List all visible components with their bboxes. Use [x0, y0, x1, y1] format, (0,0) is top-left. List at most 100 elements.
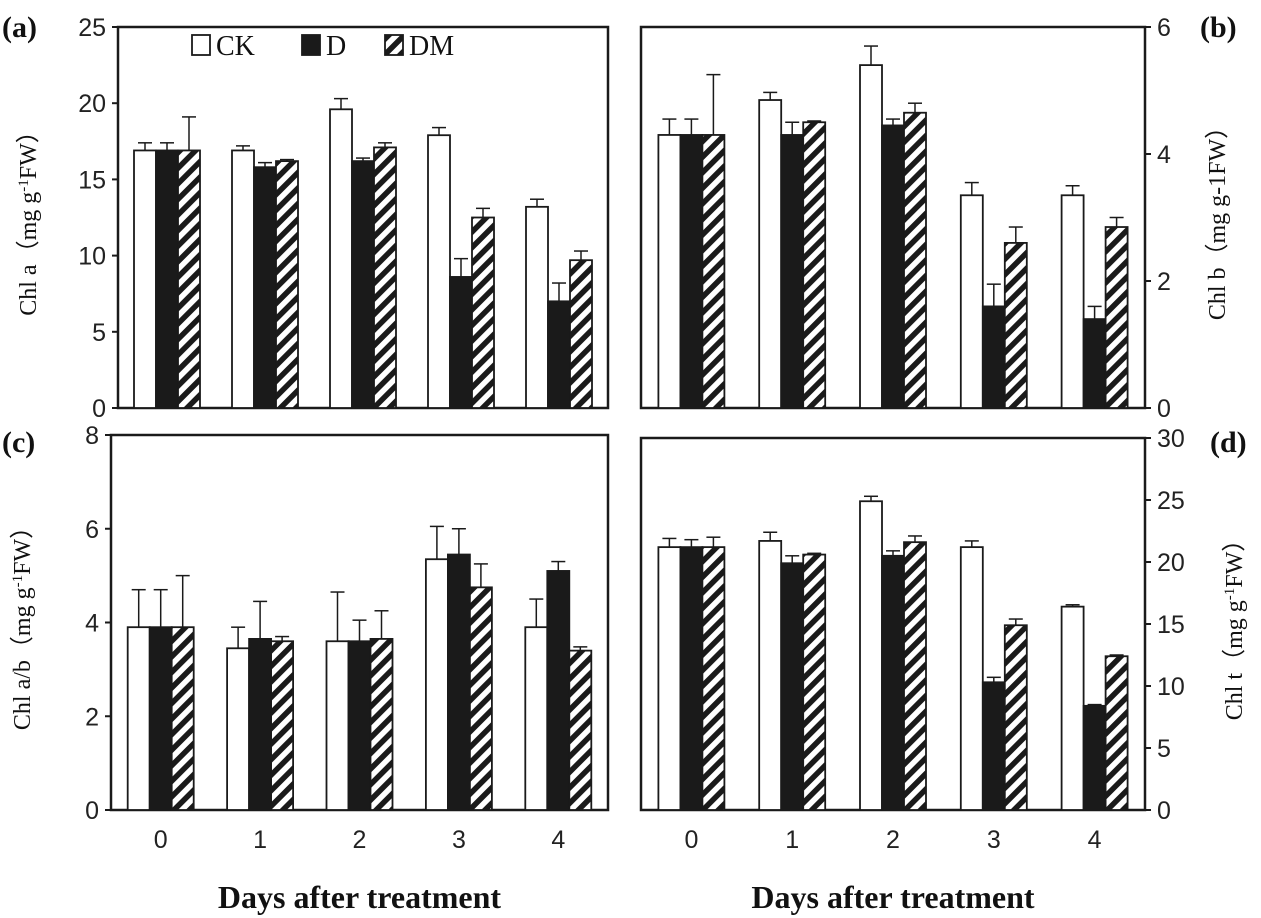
bar-DM-day-2 — [373, 146, 397, 409]
y-axis-label-main: Chl b（mg g-1FW） — [1205, 115, 1231, 320]
y-tick-label: 20 — [78, 90, 106, 118]
y-tick-label: 30 — [1157, 425, 1185, 453]
x-tick-label: 3 — [452, 826, 466, 854]
bar-DM-day-2 — [369, 638, 394, 811]
bar-CK-day-2 — [325, 640, 350, 811]
y-axis-label-tail: FW） — [10, 515, 36, 575]
x-axis-label: Days after treatment — [751, 879, 1035, 915]
bar-CK-day-0 — [126, 626, 151, 811]
panel-label: (c) — [2, 426, 35, 459]
bar-D-day-4 — [1082, 704, 1107, 811]
bar-CK-day-4 — [1060, 194, 1085, 409]
bar-DM-day-3 — [471, 216, 495, 409]
x-axis-label: Days after treatment — [218, 879, 502, 915]
bar-CK-day-2 — [859, 500, 883, 811]
y-axis-label-superscript: -1 — [1222, 588, 1238, 601]
y-tick-label: 15 — [78, 166, 106, 194]
y-tick-label: 25 — [78, 14, 106, 42]
panel-label: (a) — [2, 11, 37, 44]
bar-CK-day-4 — [524, 626, 549, 811]
y-axis-label-tail: FW） — [16, 119, 42, 179]
bar-CK-day-0 — [133, 149, 157, 409]
panel-d: 0 5 10 15 20 25 30 0 1 2 3 4 (d) Chl t（mg g-1FW） Days … — [639, 425, 1248, 915]
x-tick-label: 4 — [551, 826, 565, 854]
bar-DM-day-0 — [170, 626, 195, 811]
bar-DM-day-1 — [802, 121, 827, 409]
y-tick-label: 6 — [1157, 14, 1171, 42]
bar-CK-day-2 — [859, 64, 883, 409]
x-tick-label: 0 — [154, 826, 168, 854]
bar-D-day-3 — [449, 276, 473, 409]
bar-CK-day-4 — [525, 205, 549, 409]
panel-b: 0 2 4 6 (b) Chl b（mg g-1FW） — [639, 11, 1237, 423]
bar-D-day-2 — [351, 160, 375, 409]
x-tick-label: 3 — [987, 826, 1001, 854]
y-axis-label-main: Chl a/b（mg g — [10, 587, 36, 730]
x-tick-label: 4 — [1088, 826, 1102, 854]
bar-DM-day-4 — [569, 259, 593, 409]
bar-D-day-1 — [248, 638, 273, 811]
y-tick-label: 4 — [1157, 141, 1171, 169]
y-axis-label-main: Chl t（mg g — [1222, 600, 1248, 720]
bar-DM-day-4 — [1104, 226, 1129, 409]
bar-DM-day-1 — [270, 640, 295, 811]
bar-CK-day-3 — [424, 558, 449, 811]
y-tick-label: 2 — [1157, 268, 1171, 296]
bar-D-day-3 — [446, 553, 471, 811]
bar-DM-day-0 — [701, 134, 726, 409]
bar-CK-day-0 — [657, 546, 682, 811]
bar-DM-day-2 — [903, 541, 927, 811]
x-tick-label: 1 — [785, 826, 799, 854]
bar-D-day-2 — [881, 554, 905, 811]
legend-label-CK: CK — [216, 31, 255, 62]
y-tick-label: 4 — [85, 610, 99, 638]
bar-CK-day-1 — [226, 647, 251, 811]
x-tick-label: 2 — [353, 826, 367, 854]
bar-D-day-4 — [547, 300, 571, 409]
bar-DM-day-1 — [275, 160, 299, 409]
panel-label: (b) — [1200, 11, 1237, 44]
bar-D-day-3 — [981, 681, 1006, 811]
bar-D-day-3 — [981, 305, 1006, 409]
y-tick-label: 10 — [1157, 673, 1185, 701]
bar-DM-day-0 — [177, 149, 201, 409]
panel-label: (d) — [1210, 426, 1247, 459]
y-tick-label: 0 — [1157, 395, 1171, 423]
bar-D-day-1 — [780, 134, 805, 409]
bar-CK-day-3 — [959, 546, 984, 811]
y-tick-label: 10 — [78, 243, 106, 271]
bar-DM-day-3 — [1003, 624, 1028, 811]
y-axis-label: Chl t（mg g-1FW） — [1222, 528, 1248, 721]
bar-DM-day-1 — [802, 553, 827, 811]
x-tick-label: 2 — [886, 826, 900, 854]
y-tick-label: 25 — [1157, 487, 1185, 515]
y-tick-label: 5 — [1157, 735, 1171, 763]
bar-DM-day-4 — [1104, 655, 1129, 811]
y-tick-label: 5 — [92, 319, 106, 347]
bar-D-day-4 — [1082, 318, 1107, 409]
bar-CK-day-3 — [959, 194, 984, 409]
y-axis-label: Chl a/b（mg g-1FW） — [10, 515, 36, 730]
y-tick-label: 0 — [1157, 797, 1171, 825]
y-tick-label: 15 — [1157, 611, 1185, 639]
y-tick-label: 0 — [92, 395, 106, 423]
bar-DM-day-0 — [701, 546, 726, 811]
bar-CK-day-3 — [427, 134, 451, 409]
bar-CK-day-2 — [329, 108, 353, 409]
legend-swatch-CK — [191, 34, 211, 56]
y-axis-label-superscript: -1 — [10, 575, 26, 588]
legend-swatch-DM — [384, 34, 404, 56]
y-tick-label: 2 — [85, 703, 99, 731]
bar-DM-day-3 — [468, 586, 493, 811]
y-tick-label: 8 — [85, 422, 99, 450]
y-axis-label: Chl a（mg g-1FW） — [16, 119, 42, 316]
y-axis-label: Chl b（mg g-1FW） — [1205, 115, 1231, 320]
y-axis-label-main: Chl a（mg g — [16, 192, 42, 316]
bar-D-day-0 — [679, 134, 704, 409]
y-axis-label-tail: FW） — [1222, 528, 1248, 588]
bar-D-day-0 — [155, 149, 179, 409]
bar-D-day-0 — [148, 626, 173, 811]
bar-CK-day-0 — [657, 134, 682, 409]
